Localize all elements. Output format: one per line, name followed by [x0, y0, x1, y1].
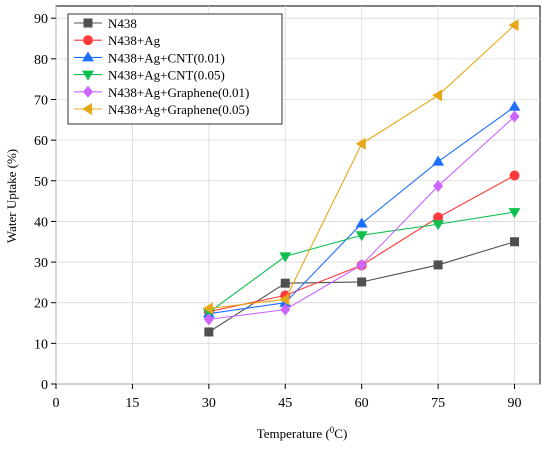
y-tick-label: 30 — [34, 256, 48, 271]
legend-label: N438+Ag+CNT(0.01) — [108, 50, 225, 65]
y-tick-label: 70 — [34, 93, 48, 108]
data-point — [509, 170, 520, 181]
data-point — [433, 180, 444, 193]
series-0 — [204, 237, 520, 337]
x-tick-label: 15 — [125, 396, 139, 411]
legend-item: N438+Ag+CNT(0.05) — [74, 68, 225, 83]
legend-marker — [83, 85, 93, 98]
legend: N438 N438+Ag N438+Ag+CNT(0.01) N438+Ag+CNT(… — [67, 13, 283, 125]
x-axis-title-unit: C) — [334, 426, 347, 441]
series-5 — [202, 19, 519, 315]
data-point — [432, 220, 445, 231]
x-axis-title-main: Temperature ( — [257, 426, 330, 441]
data-point — [202, 302, 213, 315]
legend-marker — [82, 51, 94, 62]
series-4 — [203, 110, 520, 326]
y-tick-label: 60 — [34, 134, 48, 149]
legend-marker — [82, 103, 92, 115]
series-lines — [202, 19, 521, 337]
legend-item: N438+Ag — [74, 33, 161, 48]
legend-label: N438+Ag+Graphene(0.01) — [108, 85, 249, 100]
data-point — [279, 252, 292, 263]
y-tick-label: 20 — [34, 297, 48, 312]
legend-marker — [83, 35, 93, 46]
y-tick-label: 0 — [41, 378, 48, 393]
data-point — [432, 89, 443, 102]
data-point — [280, 303, 291, 316]
data-point — [357, 277, 367, 287]
legend-item: N438 — [74, 16, 137, 31]
x-tick-label: 0 — [53, 396, 60, 411]
y-tick-label: 80 — [34, 53, 48, 68]
data-point — [508, 100, 521, 111]
x-tick-label: 60 — [355, 396, 369, 411]
legend-label: N438+Ag+Graphene(0.05) — [108, 102, 249, 117]
data-point — [356, 258, 367, 271]
data-point — [509, 110, 520, 123]
legend-marker — [83, 18, 93, 28]
y-tick-label: 90 — [34, 12, 48, 27]
axis-ticks: 0 10 20 30 40 50 60 70 80 90 0 15 30 45 60 75 90 — [34, 12, 522, 411]
x-tick-label: 45 — [278, 396, 292, 411]
legend-label: N438+Ag — [108, 33, 161, 48]
legend-item: N438+Ag+Graphene(0.05) — [74, 102, 249, 117]
x-tick-label: 30 — [202, 396, 216, 411]
legend-marker — [82, 70, 94, 81]
x-axis-title-superscript: 0 — [330, 425, 335, 435]
legend-label: N438+Ag+CNT(0.05) — [108, 68, 225, 83]
data-point — [355, 137, 366, 150]
data-point — [508, 19, 519, 32]
legend-box — [67, 13, 283, 125]
data-point — [203, 313, 214, 326]
data-point — [355, 217, 368, 228]
data-point — [433, 260, 443, 270]
legend-item: N438+Ag+Graphene(0.01) — [74, 85, 249, 100]
data-point — [280, 278, 290, 288]
y-axis-title: Water Uptake (%) — [4, 149, 19, 243]
x-tick-label: 75 — [431, 396, 445, 411]
data-point — [510, 237, 520, 247]
legend-label: N438 — [108, 16, 137, 31]
data-point — [204, 327, 214, 337]
y-tick-label: 40 — [34, 215, 48, 230]
y-tick-label: 50 — [34, 175, 48, 190]
data-point — [433, 212, 444, 223]
data-point — [279, 293, 290, 306]
legend-item: N438+Ag+CNT(0.01) — [74, 50, 225, 65]
x-axis-title: Temperature (0C) — [257, 425, 348, 441]
data-point — [508, 208, 521, 219]
y-tick-label: 10 — [34, 337, 48, 352]
data-point — [432, 155, 445, 166]
x-tick-label: 90 — [508, 396, 522, 411]
data-point — [355, 231, 368, 242]
